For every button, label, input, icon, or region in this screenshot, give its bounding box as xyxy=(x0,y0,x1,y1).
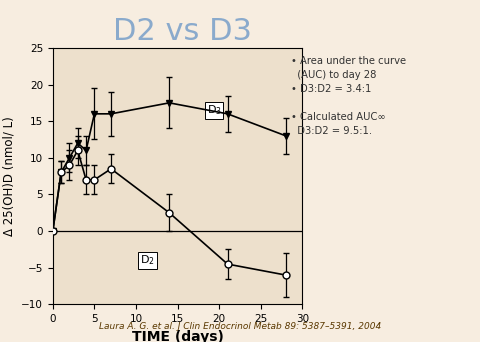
Text: D$_3$: D$_3$ xyxy=(207,103,222,117)
Text: D2 vs D3: D2 vs D3 xyxy=(113,17,252,46)
Y-axis label: Δ 25(OH)D (nmol/ L): Δ 25(OH)D (nmol/ L) xyxy=(3,116,16,236)
X-axis label: TIME (days): TIME (days) xyxy=(132,330,224,342)
Text: D$_2$: D$_2$ xyxy=(140,253,155,267)
Text: • Area under the curve
  (AUC) to day 28
• D3:D2 = 3.4:1

• Calculated AUC∞
  D3: • Area under the curve (AUC) to day 28 •… xyxy=(291,56,406,136)
Text: Laura A. G. et al. J Clin Endocrinol Metab 89: 5387–5391, 2004: Laura A. G. et al. J Clin Endocrinol Met… xyxy=(99,322,381,331)
